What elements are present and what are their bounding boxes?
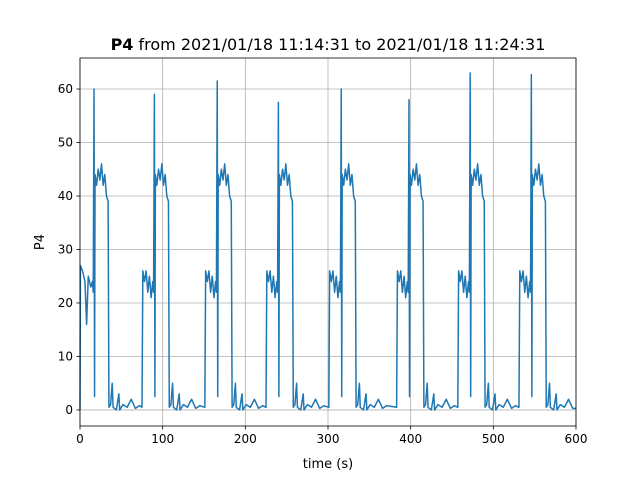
y-tick-label: 30 <box>58 242 73 256</box>
title-bold: P4 <box>111 35 134 54</box>
x-tick-label: 600 <box>565 432 588 446</box>
x-axis-label: time (s) <box>303 457 353 472</box>
x-tick-label: 100 <box>151 432 174 446</box>
y-tick-label: 0 <box>65 403 73 417</box>
y-tick-label: 10 <box>58 349 73 363</box>
x-tick-label: 500 <box>482 432 505 446</box>
y-tick-label: 40 <box>58 189 73 203</box>
y-tick-label: 50 <box>58 136 73 150</box>
x-tick-label: 200 <box>234 432 257 446</box>
y-tick-label: 20 <box>58 296 73 310</box>
x-tick-label: 0 <box>76 432 84 446</box>
data-line <box>79 72 576 411</box>
x-tick-label: 300 <box>317 432 340 446</box>
chart-title: P4 from 2021/01/18 11:14:31 to 2021/01/1… <box>111 35 546 54</box>
x-tick-label: 400 <box>399 432 422 446</box>
y-tick-label: 60 <box>58 82 73 96</box>
plot-frame <box>79 57 577 427</box>
title-rest: from 2021/01/18 11:14:31 to 2021/01/18 1… <box>139 35 546 54</box>
y-axis-label: P4 <box>33 234 48 250</box>
